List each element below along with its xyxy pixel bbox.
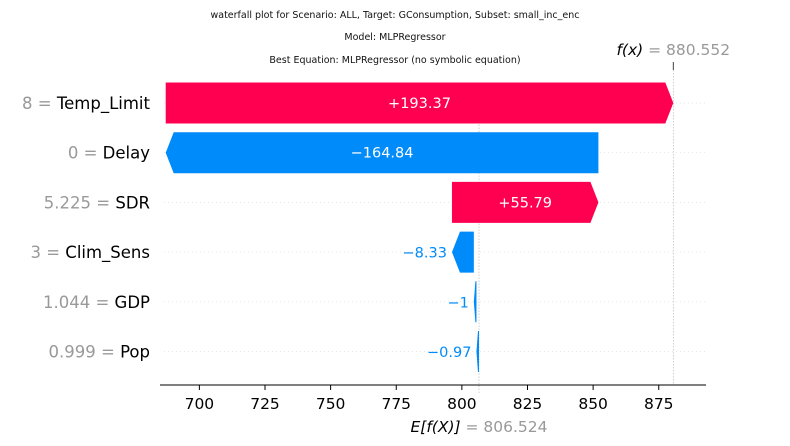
x-tick-label: 750	[316, 395, 346, 413]
x-tick-label: 700	[185, 395, 215, 413]
x-tick-label: 800	[447, 395, 477, 413]
waterfall-bar-temp-limit	[165, 82, 674, 124]
chart-title-line-2: Model: MLPRegressor	[344, 32, 446, 43]
bar-value-label: −1	[447, 295, 468, 311]
chart-title-line-3: Best Equation: MLPRegressor (no symbolic…	[269, 55, 521, 66]
bar-value-label: −8.33	[403, 246, 447, 262]
waterfall-bar-sdr	[451, 181, 599, 223]
feature-label: 3 = Clim_Sens	[30, 243, 150, 263]
feature-label: 0.999 = Pop	[49, 343, 151, 362]
waterfall-bar-gdp	[473, 281, 477, 323]
fx-annotation: f(x) = 880.552	[616, 41, 730, 59]
bar-value-label: −0.97	[427, 345, 471, 361]
waterfall-bar-clim-sens	[451, 231, 474, 273]
ex-annotation: E[f(X)] = 806.524	[410, 418, 547, 436]
feature-label: 8 = Temp_Limit	[22, 94, 150, 114]
x-tick-label: 850	[578, 395, 608, 413]
x-tick-label: 825	[513, 395, 543, 413]
waterfall-bar-pop	[476, 331, 480, 372]
x-tick-label: 725	[250, 395, 280, 413]
x-tick-label: 875	[644, 395, 674, 413]
waterfall-bar-delay	[165, 132, 599, 174]
feature-label: 1.044 = GDP	[43, 293, 150, 312]
bar-value-label: +55.79	[498, 195, 552, 211]
chart-title-line-1: waterfall plot for Scenario: ALL, Target…	[210, 10, 580, 21]
bar-value-label: +193.37	[388, 96, 451, 112]
bar-value-label: −164.84	[351, 146, 414, 162]
feature-label: 5.225 = SDR	[44, 193, 150, 212]
feature-label: 0 = Delay	[68, 144, 150, 163]
x-tick-label: 775	[381, 395, 411, 413]
